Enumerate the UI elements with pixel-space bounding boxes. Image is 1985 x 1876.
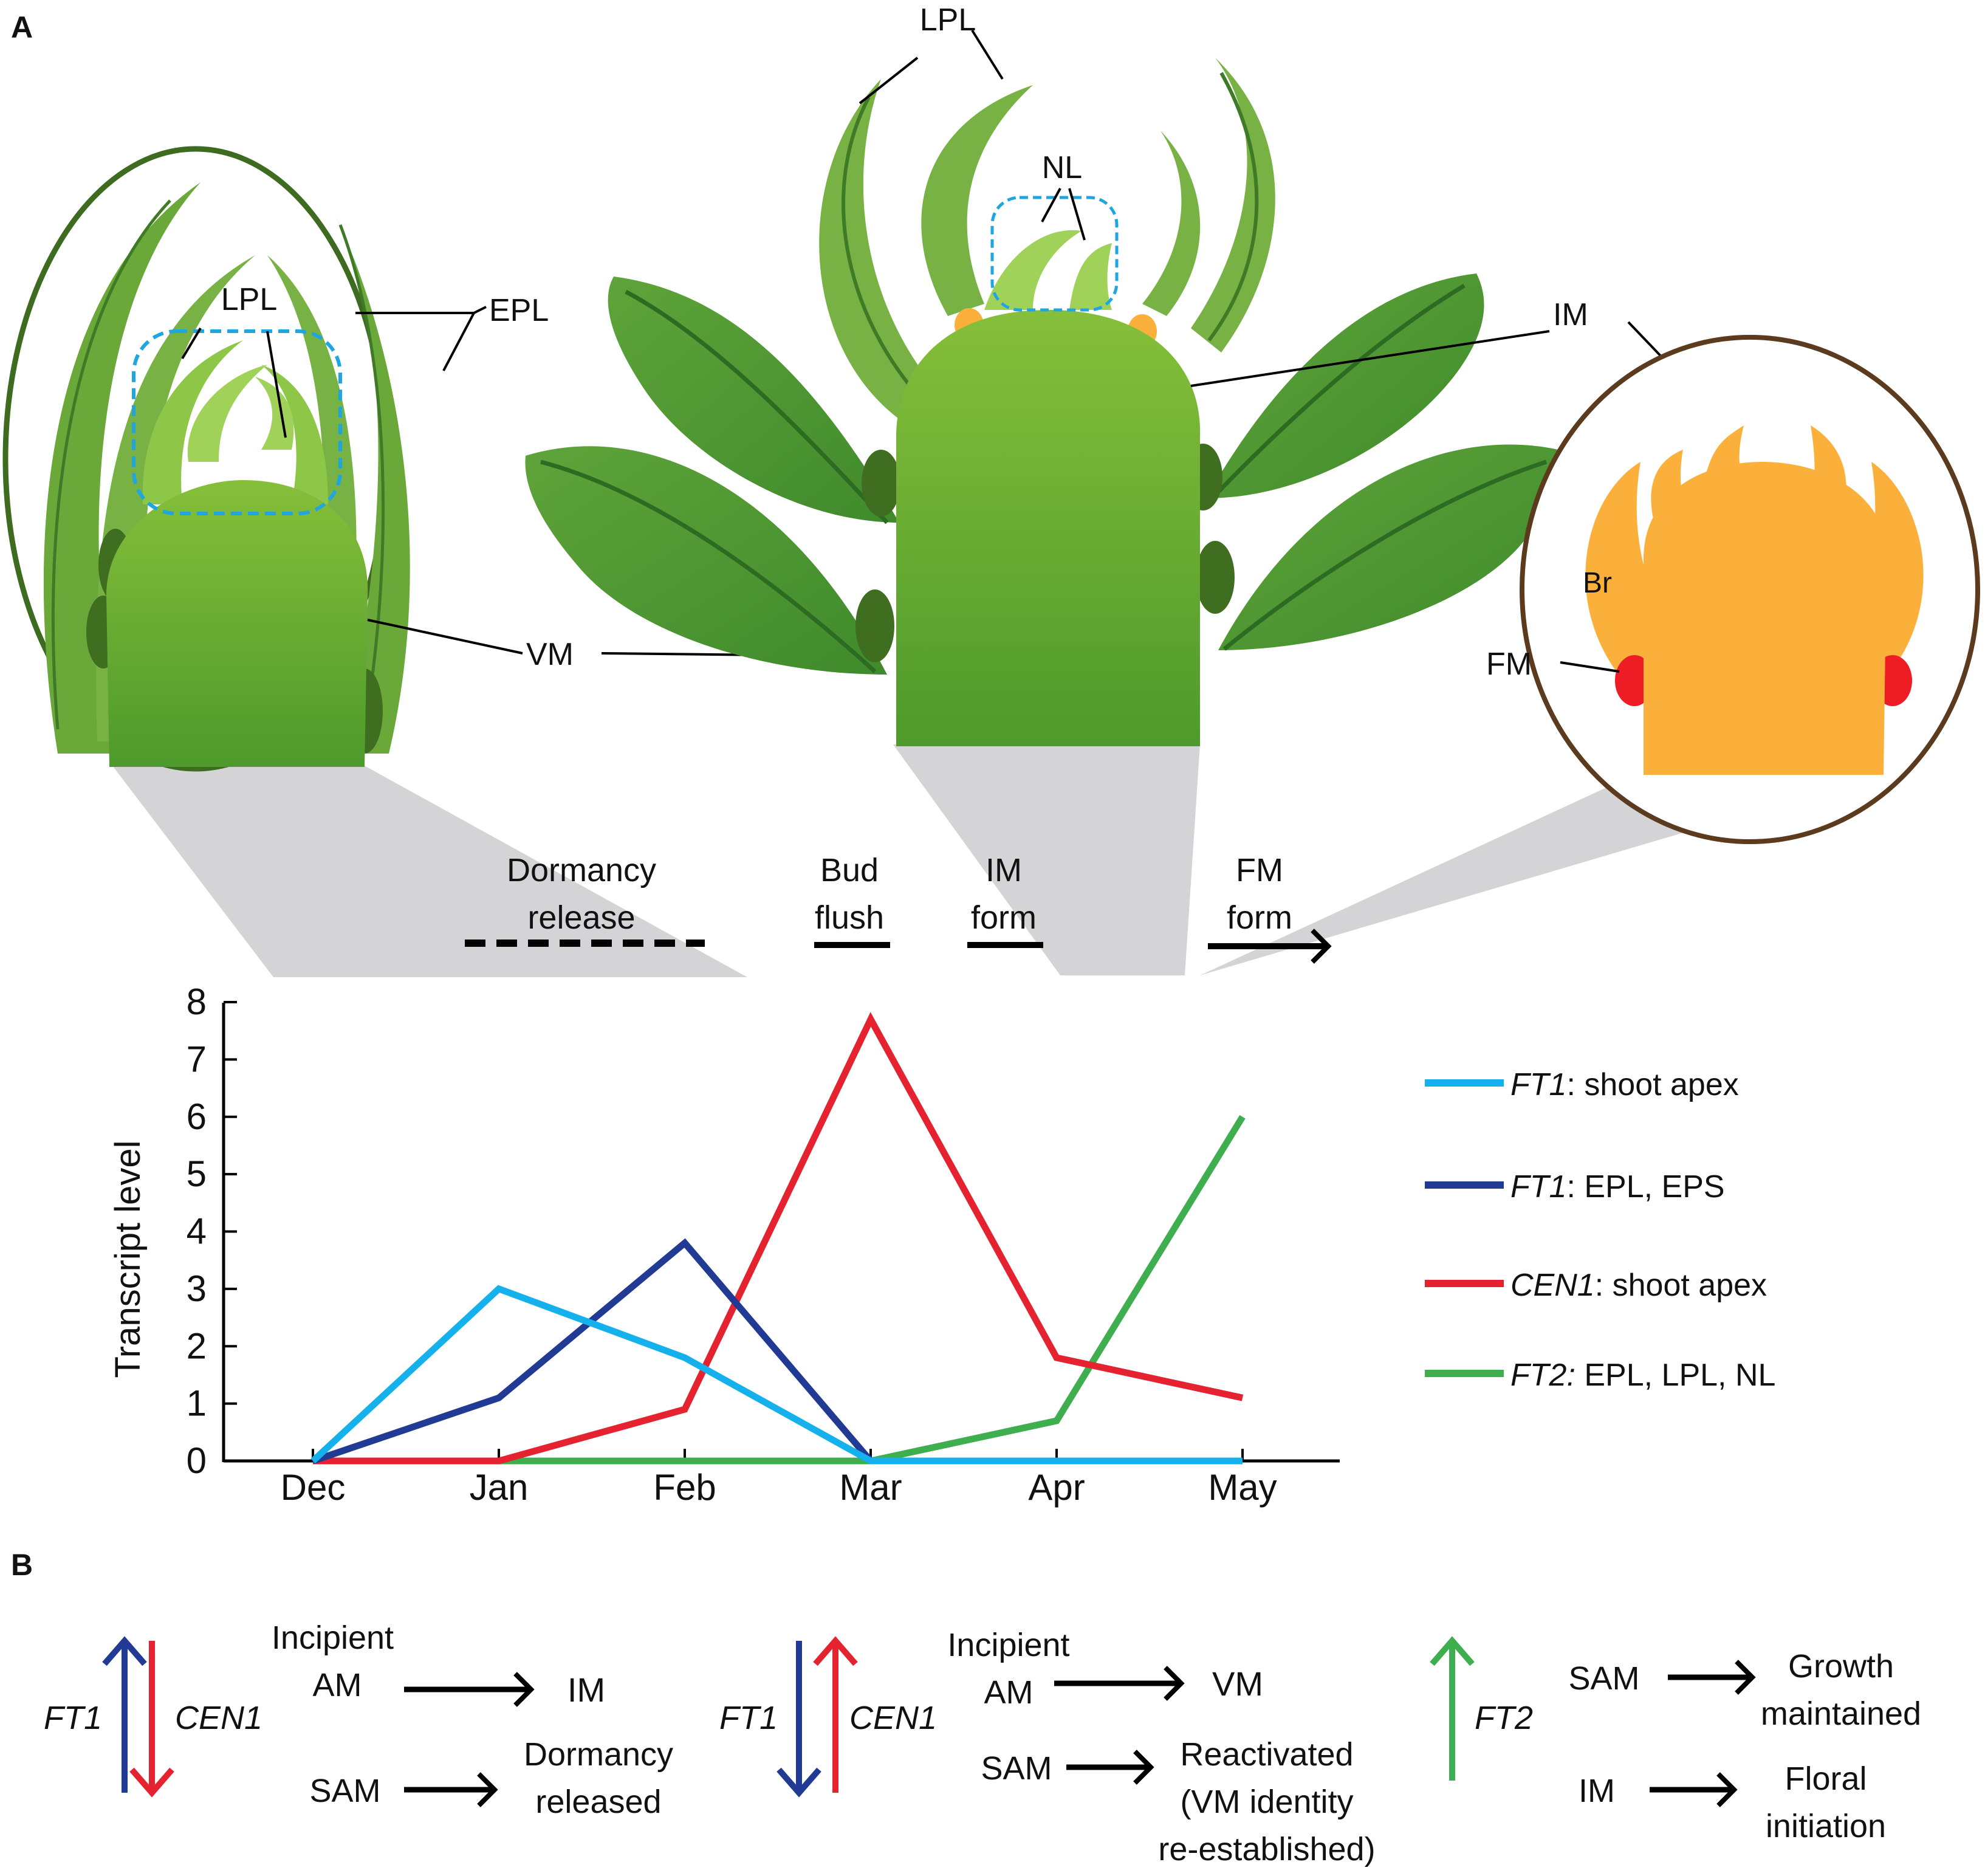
b1-gene-ft1: FT1 [44,1700,102,1736]
timeline-fm-form-label: FM form [1227,852,1292,936]
panel-label-b: B [11,1548,33,1582]
right-bud-illustration: Br FM [1486,335,1980,844]
middle-shoot-illustration: LPL NL IM [525,2,1763,746]
x-tick-label: Feb [653,1467,716,1508]
series-line-cen1-2 [313,1012,1244,1465]
panel-b-group-2: FT1 CEN1 Incipient AM VM SAM Reactivated(… [719,1627,1376,1867]
y-tick-label: 8 [187,981,207,1022]
b2-gene-cen1: CEN1 [849,1700,937,1736]
label-epl-left: EPL [489,293,549,328]
left-bud-illustration: LPL EPL VM [2,146,880,772]
panel-b: FT1 CEN1 Incipient AM IM SAM Dormancy rel… [44,1620,1921,1867]
label-lpl-middle: LPL [920,2,976,38]
b2-row2-src: SAM [981,1750,1052,1787]
line-chart: Transcript level 0 1 2 3 4 5 6 7 8 Dec Jan Feb Mar A… [108,981,1340,1508]
b3-gene-ft2: FT2 [1475,1700,1533,1736]
b1-row2-src: SAM [309,1773,380,1809]
b2-row1-src: Incipient AM [947,1627,1069,1711]
label-lpl-left: LPL [221,282,278,317]
label-nl: NL [1042,150,1082,185]
timeline-dormancy-label: Dormancy release [507,852,656,936]
chart-series [310,1012,1246,1465]
b1-row1-src: Incipient AM [272,1620,403,1703]
label-fm: FM [1486,647,1532,682]
y-tick-label: 6 [187,1096,207,1137]
b1-row1-src-text: Incipient [272,1620,394,1656]
x-tick-label: Mar [839,1467,902,1508]
legend-label: FT2: EPL, LPL, NL [1510,1358,1775,1393]
panel-b-group-1: FT1 CEN1 Incipient AM IM SAM Dormancy rel… [44,1620,673,1820]
y-tick-label: 5 [187,1153,207,1194]
timeline-im-form-label: IM form [971,852,1037,936]
legend-label: FT1: EPL, EPS [1510,1169,1725,1204]
legend-label: CEN1: shoot apex [1510,1268,1767,1303]
b1-row1-dst: IM [567,1671,605,1709]
b1-row2-dst: Dormancy released [524,1736,673,1820]
series-line-ft2-3 [499,1115,1246,1465]
b1-gene-cen1: CEN1 [175,1700,262,1736]
label-vm: VM [526,637,574,672]
x-ticks: Dec Jan Feb Mar Apr May [281,1449,1277,1508]
b3-row1-src: SAM [1568,1660,1639,1697]
y-tick-label: 2 [187,1325,207,1366]
b3-row2-src: IM [1579,1773,1615,1809]
legend-label: FT1: shoot apex [1510,1067,1739,1102]
label-br: Br [1583,567,1612,599]
y-tick-label: 1 [187,1383,207,1424]
y-axis-label: Transcript level [108,1140,148,1378]
b2-row2-dst: Reactivated (VM identity re-established) [1158,1736,1375,1867]
y-ticks: 0 1 2 3 4 5 6 7 8 [187,981,237,1481]
chart-legend: FT1: shoot apex FT1: EPL, EPS CEN1: shoot … [1425,1067,1775,1393]
y-tick-label: 3 [187,1268,207,1309]
timeline: Dormancy release Bud flush IM form FM form [465,852,1328,962]
series-line-ft1-1 [312,1238,874,1465]
x-tick-label: May [1208,1467,1277,1508]
y-tick-label: 0 [187,1440,207,1481]
x-tick-label: Jan [470,1467,529,1508]
x-tick-label: Dec [281,1467,346,1508]
b2-row1-dst: VM [1212,1665,1263,1703]
b3-row2-dst: Floral initiation [1766,1761,1886,1844]
y-tick-label: 7 [187,1039,207,1079]
b2-gene-ft1: FT1 [719,1700,778,1736]
series-line-ft1-0 [310,1285,1243,1465]
b3-row1-dst: Growth maintained [1761,1648,1921,1732]
panel-b-group-3: FT2 SAM Growth maintained IM Floral initia… [1430,1636,1921,1844]
panel-label-a: A [11,10,33,44]
y-tick-label: 4 [187,1211,207,1252]
label-im: IM [1553,297,1588,332]
timeline-bud-flush-label: Bud flush [815,852,884,936]
x-tick-label: Apr [1028,1467,1085,1508]
